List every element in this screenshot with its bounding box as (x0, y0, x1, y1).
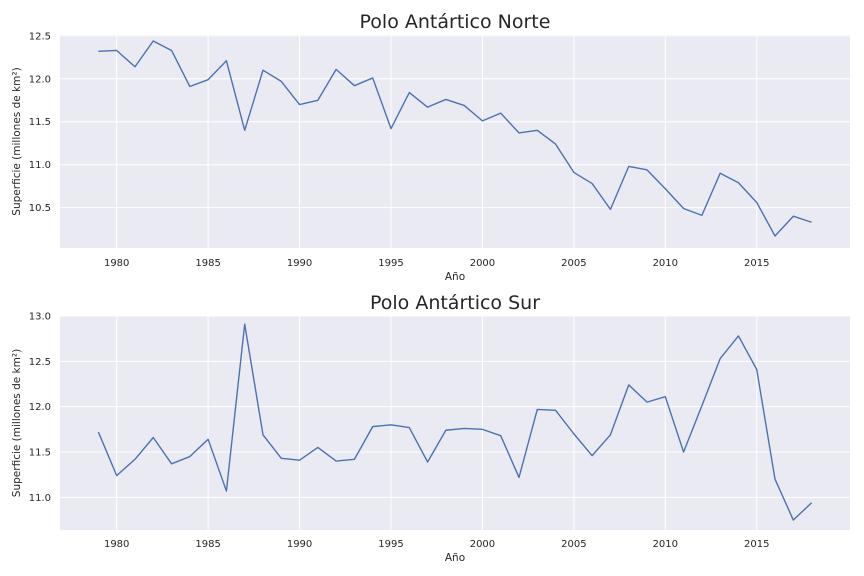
bottom-x-tick-label: 2010 (653, 539, 678, 550)
bottom-x-tick-label: 1990 (287, 539, 312, 550)
bottom-y-axis-label: Superficie (millones de km²) (11, 349, 23, 497)
bottom-chart-title: Polo Antártico Sur (370, 292, 540, 314)
top-chart-panel: 1980 1985 1990 1995 2000 2005 2010 2015 10.5 11.0… (11, 11, 850, 283)
top-y-tick-label: 11.5 (29, 117, 51, 128)
top-plot-area (60, 35, 850, 248)
bottom-y-tick-label: 13.0 (29, 312, 51, 323)
bottom-y-tick-label: 12.5 (29, 357, 51, 368)
top-y-tick-label: 11.0 (29, 160, 51, 171)
top-x-tick-label: 2000 (470, 258, 495, 269)
top-x-tick-label: 1980 (104, 258, 129, 269)
top-y-axis-label: Superficie (millones de km²) (11, 67, 23, 215)
top-x-tick-label: 1990 (287, 258, 312, 269)
top-x-tick-label: 2010 (653, 258, 678, 269)
top-x-tick-label: 2015 (744, 258, 769, 269)
bottom-x-tick-label: 1980 (104, 539, 129, 550)
bottom-plot-area (60, 316, 850, 530)
bottom-x-tick-label: 1985 (195, 539, 220, 550)
top-y-tick-label: 10.5 (29, 203, 51, 214)
bottom-x-axis-label: Año (445, 552, 465, 564)
bottom-x-tick-label: 2000 (470, 539, 495, 550)
top-x-tick-label: 1985 (195, 258, 220, 269)
bottom-y-tick-label: 11.5 (29, 448, 51, 459)
bottom-series-line (97, 323, 813, 521)
bottom-x-tick-label: 2005 (561, 539, 586, 550)
top-y-tick-label: 12.5 (29, 31, 51, 42)
top-chart-title: Polo Antártico Norte (360, 11, 551, 33)
bottom-x-tick-label: 2015 (744, 539, 769, 550)
top-y-tick-label: 12.0 (29, 74, 51, 85)
top-x-axis-label: Año (445, 271, 465, 283)
top-x-tick-label: 1995 (378, 258, 403, 269)
bottom-y-tick-label: 11.0 (29, 493, 51, 504)
top-series-line (98, 40, 812, 237)
top-x-tick-label: 2005 (561, 258, 586, 269)
bottom-y-tick-label: 12.0 (29, 402, 51, 413)
bottom-chart-panel: 1980 1985 1990 1995 2000 2005 2010 2015 11.0 11.5… (11, 292, 850, 564)
bottom-x-tick-label: 1995 (378, 539, 403, 550)
